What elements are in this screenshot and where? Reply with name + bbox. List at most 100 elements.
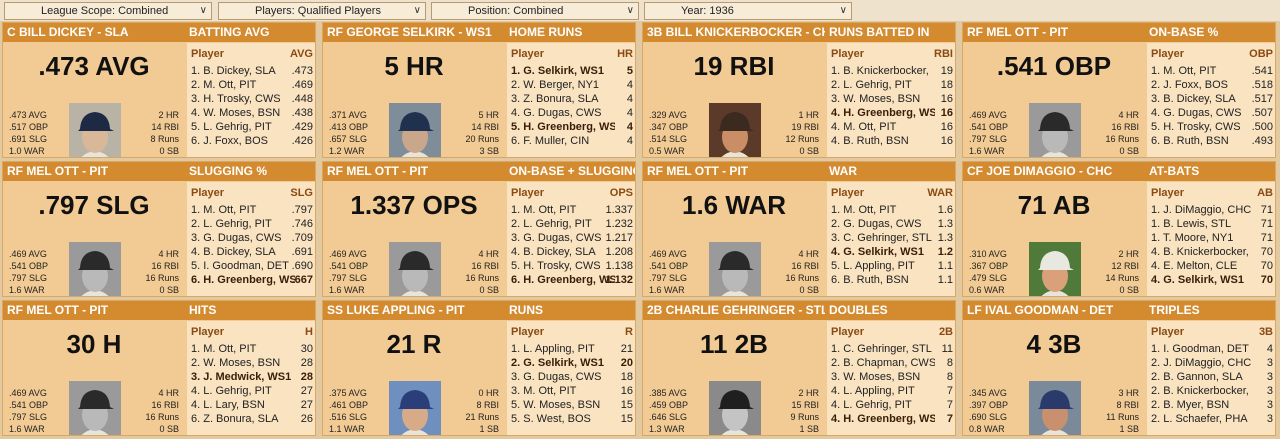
leader-row[interactable]: 5. L. Gehrig, PIT .429: [187, 120, 315, 134]
leader-row[interactable]: 1. B. Dickey, SLA .473: [187, 64, 315, 78]
player-name[interactable]: RF MEL OTT - PIT: [7, 164, 109, 178]
leader-row[interactable]: 1. C. Gehringer, STL 11: [827, 342, 955, 356]
leader-card[interactable]: RF MEL OTT - PIT HITS 30 H .469 AVG .541 …: [2, 300, 316, 436]
leader-row[interactable]: 4. H. Greenberg, WS 16: [827, 106, 955, 120]
leader-row[interactable]: 3. G. Dugas, CWS 1.217: [507, 231, 635, 245]
player-photo[interactable]: [709, 103, 761, 157]
leader-row[interactable]: 4. L. Gehrig, PIT 7: [827, 398, 955, 412]
player-name[interactable]: CF JOE DIMAGGIO - CHC: [967, 164, 1113, 178]
column-value[interactable]: AB: [1257, 187, 1273, 199]
year-select[interactable]: Year: 1936 ∨: [644, 2, 852, 20]
column-player[interactable]: Player: [831, 187, 865, 199]
leader-card[interactable]: CF JOE DIMAGGIO - CHC AT-BATS 71 AB .310…: [962, 161, 1276, 297]
leader-row[interactable]: 2. B. Myer, BSN 3: [1147, 398, 1275, 412]
column-player[interactable]: Player: [1151, 48, 1185, 60]
column-player[interactable]: Player: [1151, 326, 1185, 338]
leader-row[interactable]: 3. W. Moses, BSN 8: [827, 370, 955, 384]
leader-row[interactable]: 2. W. Berger, NY1 4: [507, 78, 635, 92]
column-player[interactable]: Player: [831, 48, 865, 60]
leader-row[interactable]: 6. H. Greenberg, WS .667: [187, 273, 315, 287]
leader-row[interactable]: 4. G. Selkirk, WS1 70: [1147, 273, 1275, 287]
leader-row[interactable]: 2. B. Knickerbocker, 3: [1147, 384, 1275, 398]
leader-card[interactable]: C BILL DICKEY - SLA BATTING AVG .473 AVG…: [2, 22, 316, 158]
leader-row[interactable]: 6. B. Ruth, BSN 1.1: [827, 273, 955, 287]
player-photo[interactable]: [1029, 103, 1081, 157]
leader-row[interactable]: 3. G. Dugas, CWS .709: [187, 231, 315, 245]
player-photo[interactable]: [69, 242, 121, 296]
leader-row[interactable]: 6. J. Foxx, BOS .426: [187, 134, 315, 148]
leader-row[interactable]: 4. B. Ruth, BSN 16: [827, 134, 955, 148]
column-value[interactable]: H: [305, 326, 313, 338]
leader-row[interactable]: 5. W. Moses, BSN 15: [507, 398, 635, 412]
position-select[interactable]: Position: Combined ∨: [431, 2, 639, 20]
player-name[interactable]: LF IVAL GOODMAN - DET: [967, 303, 1114, 317]
leader-row[interactable]: 3. C. Gehringer, STL 1.3: [827, 231, 955, 245]
leader-row[interactable]: 4. B. Dickey, SLA .691: [187, 245, 315, 259]
player-photo[interactable]: [69, 103, 121, 157]
leader-row[interactable]: 1. M. Ott, PIT 30: [187, 342, 315, 356]
column-value[interactable]: SLG: [290, 187, 313, 199]
leader-row[interactable]: 1. B. Knickerbocker, 19: [827, 64, 955, 78]
leader-row[interactable]: 4. B. Knickerbocker, 70: [1147, 245, 1275, 259]
leader-row[interactable]: 1. M. Ott, PIT .797: [187, 203, 315, 217]
column-player[interactable]: Player: [191, 187, 225, 199]
player-name[interactable]: C BILL DICKEY - SLA: [7, 25, 129, 39]
column-player[interactable]: Player: [191, 48, 225, 60]
column-value[interactable]: HR: [617, 48, 633, 60]
column-value[interactable]: AVG: [289, 48, 313, 60]
leader-row[interactable]: 4. L. Lary, BSN 27: [187, 398, 315, 412]
player-name[interactable]: SS LUKE APPLING - PIT: [327, 303, 465, 317]
player-name[interactable]: RF GEORGE SELKIRK - WS1: [327, 25, 492, 39]
leader-row[interactable]: 6. F. Muller, CIN 4: [507, 134, 635, 148]
leader-row[interactable]: 4. G. Dugas, CWS .507: [1147, 106, 1275, 120]
player-name[interactable]: 2B CHARLIE GEHRINGER - STL: [647, 303, 825, 317]
column-player[interactable]: Player: [191, 326, 225, 338]
leader-row[interactable]: 2. L. Schaefer, PHA 3: [1147, 412, 1275, 426]
leader-row[interactable]: 5. S. West, BOS 15: [507, 412, 635, 426]
leader-row[interactable]: 2. J. DiMaggio, CHC 3: [1147, 356, 1275, 370]
leader-row[interactable]: 3. J. Medwick, WS1 28: [187, 370, 315, 384]
leader-row[interactable]: 6. Z. Bonura, SLA 26: [187, 412, 315, 426]
column-value[interactable]: RBI: [934, 48, 953, 60]
leader-row[interactable]: 2. L. Gehrig, PIT .746: [187, 217, 315, 231]
column-player[interactable]: Player: [511, 48, 545, 60]
leader-row[interactable]: 6. B. Ruth, BSN .493: [1147, 134, 1275, 148]
leader-card[interactable]: 2B CHARLIE GEHRINGER - STL DOUBLES 11 2B…: [642, 300, 956, 436]
leader-row[interactable]: 1. M. Ott, PIT .541: [1147, 64, 1275, 78]
player-photo[interactable]: [389, 381, 441, 435]
leader-row[interactable]: 3. W. Moses, BSN 16: [827, 92, 955, 106]
leader-row[interactable]: 1. M. Ott, PIT 1.6: [827, 203, 955, 217]
player-name[interactable]: RF MEL OTT - PIT: [967, 25, 1069, 39]
leader-row[interactable]: 3. M. Ott, PIT 16: [507, 384, 635, 398]
leader-row[interactable]: 4. G. Selkirk, WS1 1.2: [827, 245, 955, 259]
player-name[interactable]: RF MEL OTT - PIT: [647, 164, 749, 178]
leader-row[interactable]: 1. I. Goodman, DET 4: [1147, 342, 1275, 356]
leader-row[interactable]: 2. L. Gehrig, PIT 1.232: [507, 217, 635, 231]
leader-row[interactable]: 4. L. Gehrig, PIT 27: [187, 384, 315, 398]
column-player[interactable]: Player: [831, 326, 865, 338]
league-scope-select[interactable]: League Scope: Combined ∨: [4, 2, 212, 20]
leader-row[interactable]: 4. H. Greenberg, WS 7: [827, 412, 955, 426]
leader-card[interactable]: SS LUKE APPLING - PIT RUNS 21 R .375 AVG…: [322, 300, 636, 436]
column-value[interactable]: 2B: [938, 326, 953, 338]
column-value[interactable]: R: [625, 326, 633, 338]
column-player[interactable]: Player: [511, 326, 545, 338]
leader-row[interactable]: 4. W. Moses, BSN .438: [187, 106, 315, 120]
column-value[interactable]: WAR: [927, 187, 953, 199]
player-photo[interactable]: [389, 242, 441, 296]
leader-row[interactable]: 1. J. DiMaggio, CHC 71: [1147, 203, 1275, 217]
leader-row[interactable]: 4. B. Dickey, SLA 1.208: [507, 245, 635, 259]
column-player[interactable]: Player: [1151, 187, 1185, 199]
leader-row[interactable]: 2. B. Gannon, SLA 3: [1147, 370, 1275, 384]
leader-row[interactable]: 5. H. Greenberg, WS1 4: [507, 120, 635, 134]
player-name[interactable]: RF MEL OTT - PIT: [7, 303, 109, 317]
leader-row[interactable]: 2. J. Foxx, BOS .518: [1147, 78, 1275, 92]
player-name[interactable]: 3B BILL KNICKERBOCKER - CHC: [647, 25, 825, 39]
leader-row[interactable]: 2. G. Selkirk, WS1 20: [507, 356, 635, 370]
player-photo[interactable]: [1029, 381, 1081, 435]
leader-row[interactable]: 2. W. Moses, BSN 28: [187, 356, 315, 370]
player-photo[interactable]: [709, 242, 761, 296]
leader-row[interactable]: 5. H. Trosky, CWS .500: [1147, 120, 1275, 134]
leader-row[interactable]: 2. B. Chapman, CWS 8: [827, 356, 955, 370]
leader-row[interactable]: 4. M. Ott, PIT 16: [827, 120, 955, 134]
